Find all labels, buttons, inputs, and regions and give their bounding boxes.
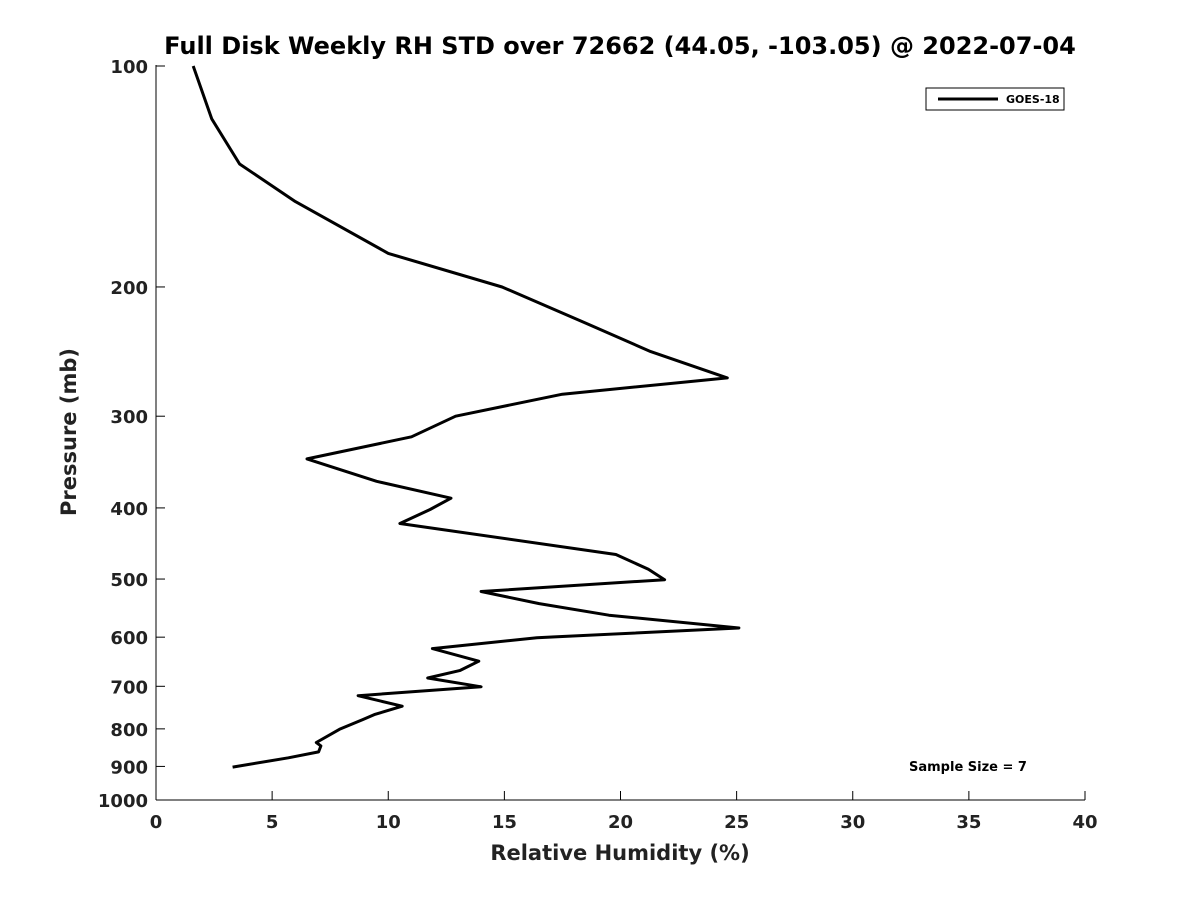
y-axis-ticks: 100 200 300 400 500 600 700 800 900 1000 [98, 57, 165, 812]
x-tick-label: 5 [266, 812, 279, 833]
x-tick-label: 0 [150, 812, 163, 833]
x-tick-label: 35 [956, 812, 981, 833]
y-tick-label: 100 [110, 57, 148, 78]
plot-area: 0 5 10 15 20 25 30 35 40 100 200 300 400 500 600 700 80… [98, 57, 1098, 833]
y-tick-label: 200 [110, 278, 148, 299]
x-tick-label: 20 [608, 812, 633, 833]
legend: GOES-18 [925, 87, 1065, 111]
chart-title: Full Disk Weekly RH STD over 72662 (44.0… [164, 32, 1076, 60]
y-axis-label: Pressure (mb) [57, 348, 81, 516]
sample-size-annotation: Sample Size = 7 [909, 760, 1027, 775]
x-tick-label: 25 [724, 812, 749, 833]
y-tick-label: 800 [110, 720, 148, 741]
x-tick-label: 30 [840, 812, 865, 833]
x-axis-ticks: 0 5 10 15 20 25 30 35 40 [150, 791, 1098, 833]
y-tick-label: 600 [110, 628, 148, 649]
y-tick-label: 300 [110, 407, 148, 428]
x-tick-label: 10 [376, 812, 401, 833]
x-tick-label: 15 [492, 812, 517, 833]
x-tick-label: 40 [1072, 812, 1097, 833]
y-tick-label: 500 [110, 570, 148, 591]
series-line-0 [191, 65, 741, 769]
y-tick-label: 400 [110, 499, 148, 520]
legend-series-label: GOES-18 [1006, 93, 1060, 106]
series-layer [191, 65, 741, 769]
y-tick-label: 1000 [98, 791, 148, 812]
y-tick-label: 900 [110, 757, 148, 778]
y-tick-label: 700 [110, 677, 148, 698]
x-axis-label: Relative Humidity (%) [490, 841, 749, 865]
